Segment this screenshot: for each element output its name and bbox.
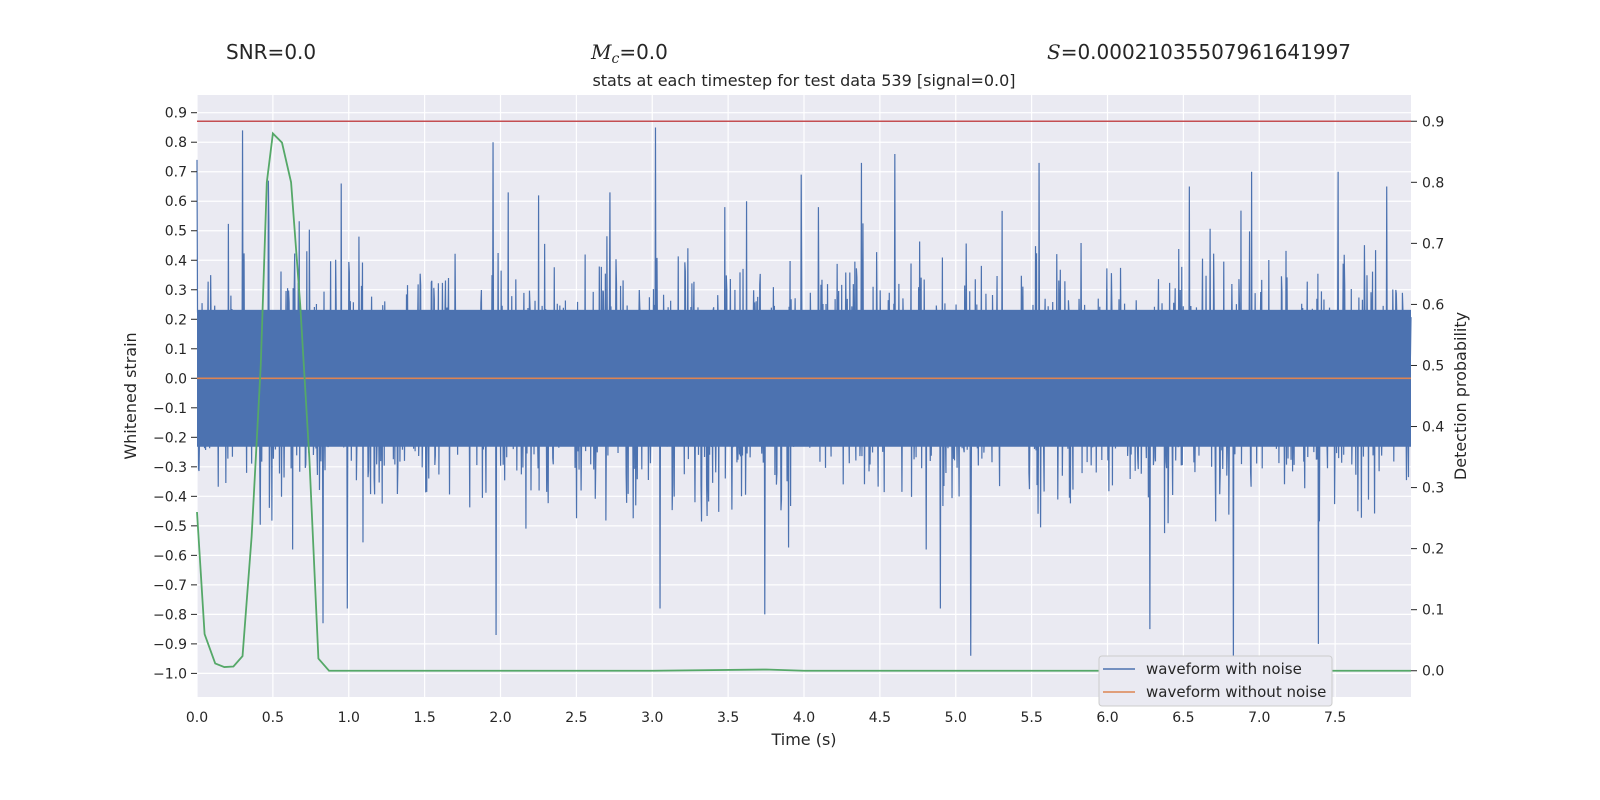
x-tick-label: 2.0: [489, 710, 511, 726]
y2-tick-label: 0.8: [1422, 175, 1444, 191]
y-tick-label: −0.8: [153, 607, 187, 623]
y-tick-label: −0.7: [153, 578, 187, 594]
s-value: =0.00021035507961641997: [1060, 40, 1352, 64]
y-axis-left: 0.9 0.8 0.7 0.6 0.5 0.4 0.3 0.2 0.1 0.0 −0.1 −0.2 −0…: [153, 106, 197, 682]
y2-tick-label: 0.1: [1422, 603, 1444, 619]
y-tick-label: 0.0: [165, 371, 187, 387]
y2-tick-label: 0.6: [1422, 297, 1444, 313]
legend-box: [1098, 655, 1333, 707]
y-tick-label: −0.1: [153, 401, 187, 417]
x-tick-label: 4.5: [869, 710, 891, 726]
x-tick-label: 0.5: [262, 710, 284, 726]
chirp-mass-stat: Mc=0.0: [591, 40, 668, 67]
s-symbol: S: [1047, 40, 1061, 64]
x-tick-label: 6.0: [1096, 710, 1118, 726]
chirp-mass-subscript: c: [611, 51, 620, 67]
y-axis-right: 0.9 0.8 0.7 0.6 0.5 0.4 0.3 0.2 0.1 0.0: [1411, 114, 1444, 680]
y-axis-label: Whitened strain: [121, 332, 140, 459]
legend-label-clean: waveform without noise: [1146, 683, 1326, 701]
y2-axis-label: Detection probability: [1451, 312, 1470, 480]
y-tick-label: 0.7: [165, 165, 187, 181]
chirp-mass-value: =0.0: [619, 40, 668, 64]
y-tick-label: 0.9: [165, 106, 187, 122]
y-tick-label: −0.6: [153, 548, 187, 564]
y2-tick-label: 0.4: [1422, 420, 1444, 436]
x-axis: 0.0 0.5 1.0 1.5 2.0 2.5 3.0 3.5 4.0 4.5 5.0 5.5 6.0 6…: [186, 710, 1346, 726]
y2-tick-label: 0.9: [1422, 114, 1444, 130]
y-tick-label: −0.2: [153, 430, 187, 446]
x-tick-label: 1.5: [413, 710, 435, 726]
x-tick-label: 1.0: [338, 710, 360, 726]
x-tick-label: 5.5: [1020, 710, 1042, 726]
y-tick-label: −1.0: [153, 666, 187, 682]
x-tick-label: 0.0: [186, 710, 208, 726]
x-tick-label: 7.5: [1324, 710, 1346, 726]
y-tick-label: 0.6: [165, 194, 187, 210]
x-tick-label: 6.5: [1172, 710, 1194, 726]
y2-tick-label: 0.0: [1422, 664, 1444, 680]
y-tick-label: −0.4: [153, 489, 187, 505]
y-tick-label: 0.1: [165, 342, 187, 358]
snr-label: SNR=: [226, 40, 285, 64]
x-axis-label: Time (s): [770, 730, 836, 749]
x-tick-label: 3.5: [717, 710, 739, 726]
snr-value: 0.0: [284, 40, 317, 64]
x-tick-label: 7.0: [1248, 710, 1270, 726]
y2-tick-label: 0.7: [1422, 236, 1444, 252]
y-tick-label: −0.3: [153, 460, 187, 476]
probability-line: [196, 131, 1411, 672]
s-stat: S=0.00021035507961641997: [1047, 40, 1351, 64]
y-tick-label: 0.3: [165, 283, 187, 299]
y2-tick-label: 0.2: [1422, 542, 1444, 558]
y-tick-label: −0.9: [153, 637, 187, 653]
y-tick-label: 0.5: [165, 224, 187, 240]
y2-tick-label: 0.5: [1422, 358, 1444, 374]
snr-stat: SNR=0.0: [226, 40, 316, 64]
y-tick-label: 0.8: [165, 135, 187, 151]
legend-label-noise: waveform with noise: [1146, 660, 1302, 678]
y-tick-label: −0.5: [153, 519, 187, 535]
x-tick-label: 3.0: [641, 710, 663, 726]
legend: waveform with noise waveform without noi…: [1098, 655, 1333, 707]
series-detection-probability: [196, 131, 1411, 672]
y2-tick-label: 0.3: [1422, 481, 1444, 497]
x-tick-label: 2.5: [565, 710, 587, 726]
y-tick-label: 0.2: [165, 312, 187, 328]
x-tick-label: 4.0: [793, 710, 815, 726]
x-tick-label: 5.0: [945, 710, 967, 726]
chart-title: stats at each timestep for test data 539…: [592, 71, 1015, 90]
chirp-mass-symbol: M: [591, 40, 612, 64]
y-tick-label: 0.4: [165, 253, 187, 269]
